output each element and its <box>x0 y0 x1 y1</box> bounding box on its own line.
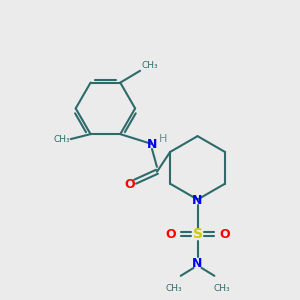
Text: CH₃: CH₃ <box>53 135 70 144</box>
Text: N: N <box>192 194 203 207</box>
Text: O: O <box>219 228 230 241</box>
Text: N: N <box>147 137 157 151</box>
Text: S: S <box>193 227 202 241</box>
Text: CH₃: CH₃ <box>213 284 230 293</box>
Text: O: O <box>124 178 134 191</box>
Text: H: H <box>159 134 167 144</box>
Text: O: O <box>166 228 176 241</box>
Text: CH₃: CH₃ <box>166 284 182 293</box>
Text: N: N <box>192 257 203 270</box>
Text: CH₃: CH₃ <box>141 61 158 70</box>
